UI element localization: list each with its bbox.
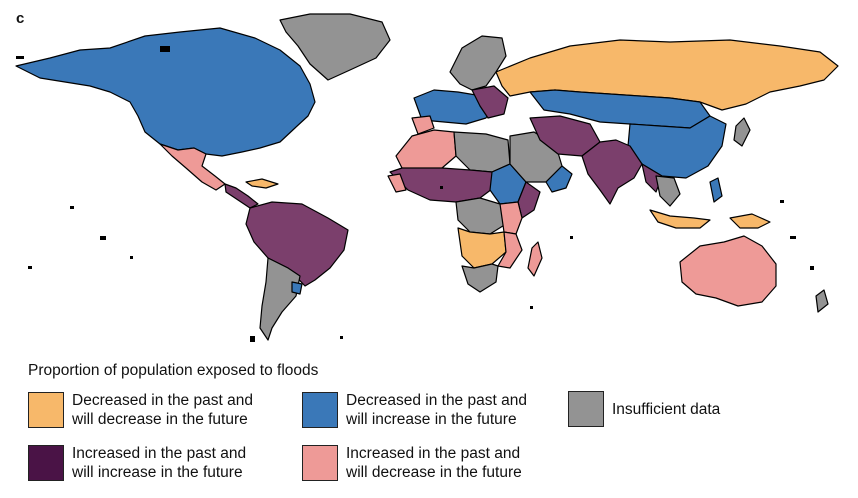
panel-label: c	[16, 10, 25, 27]
legend-label-line1: Decreased in the past and	[72, 392, 253, 409]
legend-swatch	[28, 445, 64, 481]
region-caribbean	[245, 178, 279, 189]
region-north-africa-west	[395, 129, 457, 171]
region-scandinavia	[449, 35, 507, 91]
region-uruguay	[291, 281, 303, 295]
legend-swatch	[302, 445, 338, 481]
region-sahel	[389, 167, 497, 203]
region-madagascar	[527, 241, 543, 277]
region-iberia	[411, 115, 435, 135]
legend-swatch	[302, 392, 338, 428]
legend-swatch	[28, 392, 64, 428]
legend-label: Insufficient data	[612, 400, 721, 418]
legend-item-insufficient: Insufficient data	[568, 391, 720, 427]
region-central-africa	[455, 197, 507, 235]
region-eastern-europe	[471, 85, 509, 119]
region-myanmar	[641, 163, 663, 193]
region-arabia-east	[545, 165, 573, 193]
region-australia	[679, 235, 777, 307]
legend-label-line2: will increase in the future	[72, 464, 243, 481]
region-se-asia	[655, 175, 681, 207]
region-south-america-north	[245, 201, 349, 287]
region-south-asia	[581, 139, 643, 205]
legend-label-line1: Increased in the past and	[346, 445, 521, 462]
region-east-africa	[499, 201, 523, 235]
region-south-america-south	[259, 257, 301, 341]
region-japan	[733, 117, 751, 147]
region-mexico	[159, 143, 226, 191]
region-central-america	[224, 183, 259, 209]
legend-swatch	[568, 391, 604, 427]
region-greenland	[279, 13, 391, 81]
region-angola-zambia	[457, 227, 507, 269]
legend-label-line2: will decrease in the future	[72, 411, 248, 428]
legend-label-line1: Increased in the past and	[72, 445, 247, 462]
region-canada-usa	[15, 27, 316, 157]
legend-item-increased-increase: Increased in the past and will increase …	[28, 444, 246, 482]
region-new-zealand	[815, 289, 829, 313]
legend-item-decreased-decrease: Decreased in the past and will decrease …	[28, 391, 253, 429]
legend-label-line1: Decreased in the past and	[346, 392, 527, 409]
legend-label-line2: will increase in the future	[346, 411, 517, 428]
region-southern-africa	[461, 263, 499, 293]
world-map	[15, 13, 839, 342]
legend-label-line2: will decrease in the future	[346, 464, 522, 481]
region-west-coast	[387, 173, 407, 193]
region-north-africa-east	[453, 131, 511, 173]
small-islands	[16, 46, 814, 342]
region-new-guinea	[729, 213, 771, 229]
region-mozambique	[497, 231, 523, 269]
region-indonesia	[649, 209, 711, 229]
region-philippines	[709, 177, 723, 203]
legend-item-decreased-increase: Decreased in the past and will increase …	[302, 391, 527, 429]
legend-title: Proportion of population exposed to floo…	[28, 362, 319, 379]
legend-item-increased-decrease: Increased in the past and will decrease …	[302, 444, 522, 482]
